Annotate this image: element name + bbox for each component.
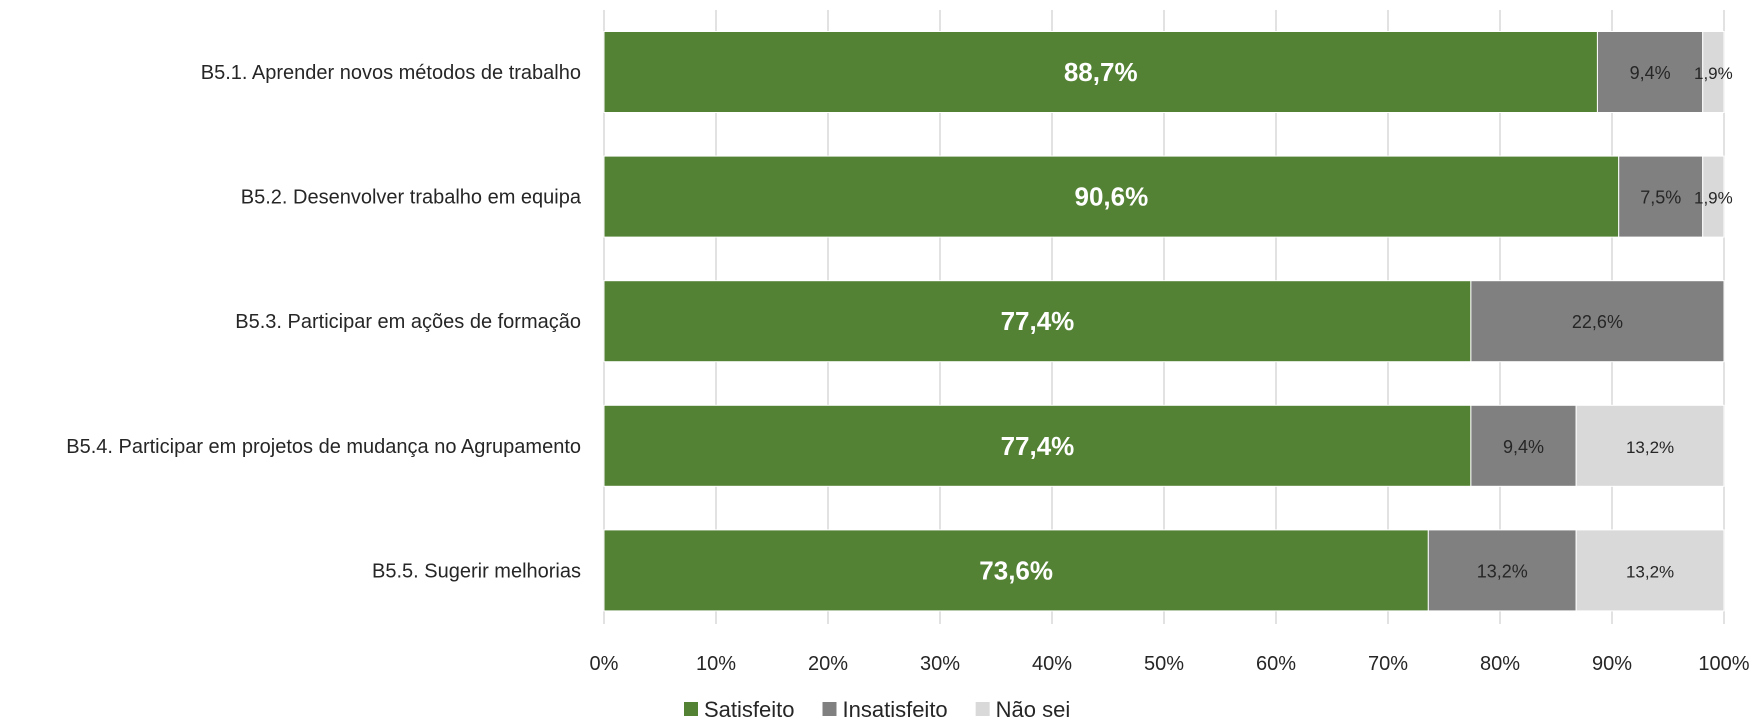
data-label: 1,9% [1694,64,1733,83]
bar-segment [603,529,1429,612]
data-label: 13,2% [1477,561,1528,581]
category-label: B5.1. Aprender novos métodos de trabalho [201,62,581,84]
bar-segment [1470,280,1725,363]
data-label: 77,4% [1001,431,1075,461]
axis-layer: 0% 10% 20% 30% 40% 50% 60% 70% 80% 90% 100% B5.1. A… [66,62,1750,675]
data-label: 7,5% [1640,188,1681,208]
bar-segment [1702,31,1725,113]
data-label: 9,4% [1630,63,1671,83]
x-tick-label: 20% [808,653,848,675]
legend-label: Satisfeito [704,697,795,722]
data-label: 73,6% [979,555,1053,585]
category-label: B5.4. Participar em projetos de mudança … [66,436,581,458]
legend-swatch [684,702,698,716]
bar-segment [603,155,1620,238]
x-tick-label: 40% [1032,653,1072,675]
x-tick-label: 10% [696,653,736,675]
bar-segment [1575,404,1725,487]
x-tick-label: 30% [920,653,960,675]
data-label: 1,9% [1694,189,1733,208]
x-tick-label: 0% [590,653,619,675]
category-label: B5.3. Participar em ações de formação [235,311,581,333]
data-label: 9,4% [1503,437,1544,457]
x-tick-label: 90% [1592,653,1632,675]
data-label: 90,6% [1074,182,1148,212]
x-tick-label: 70% [1368,653,1408,675]
bar-segment [603,31,1598,113]
data-label: 88,7% [1064,57,1138,87]
legend-swatch [822,702,837,716]
x-tick-label: 60% [1256,653,1296,675]
x-tick-label: 50% [1144,653,1184,675]
data-label: 13,2% [1626,562,1674,581]
legend-swatch [975,702,990,716]
legend-label: Insatisfeito [843,697,948,722]
category-label: B5.5. Sugerir melhorias [372,560,581,582]
bar-segment [1596,31,1704,113]
data-label: 22,6% [1572,312,1623,332]
x-tick-label: 100% [1698,653,1749,675]
category-label: B5.2. Desenvolver trabalho em equipa [241,187,582,209]
x-tick-label: 80% [1480,653,1520,675]
bar-segment [1427,529,1577,612]
data-label: 77,4% [1001,306,1075,336]
legend-label: Não sei [996,697,1071,722]
legend: Satisfeito Insatisfeito Não sei [684,697,1070,722]
bar-segment [1575,529,1725,612]
bar-segment [603,404,1472,487]
data-label: 13,2% [1626,438,1674,457]
bar-segment [1702,155,1725,238]
bar-segment [1470,404,1577,487]
bar-layer: 88,7% 9,4% 1,9% 90,6% 7,5% 1,9% 77,4% 22,6% 77,4… [603,31,1733,612]
